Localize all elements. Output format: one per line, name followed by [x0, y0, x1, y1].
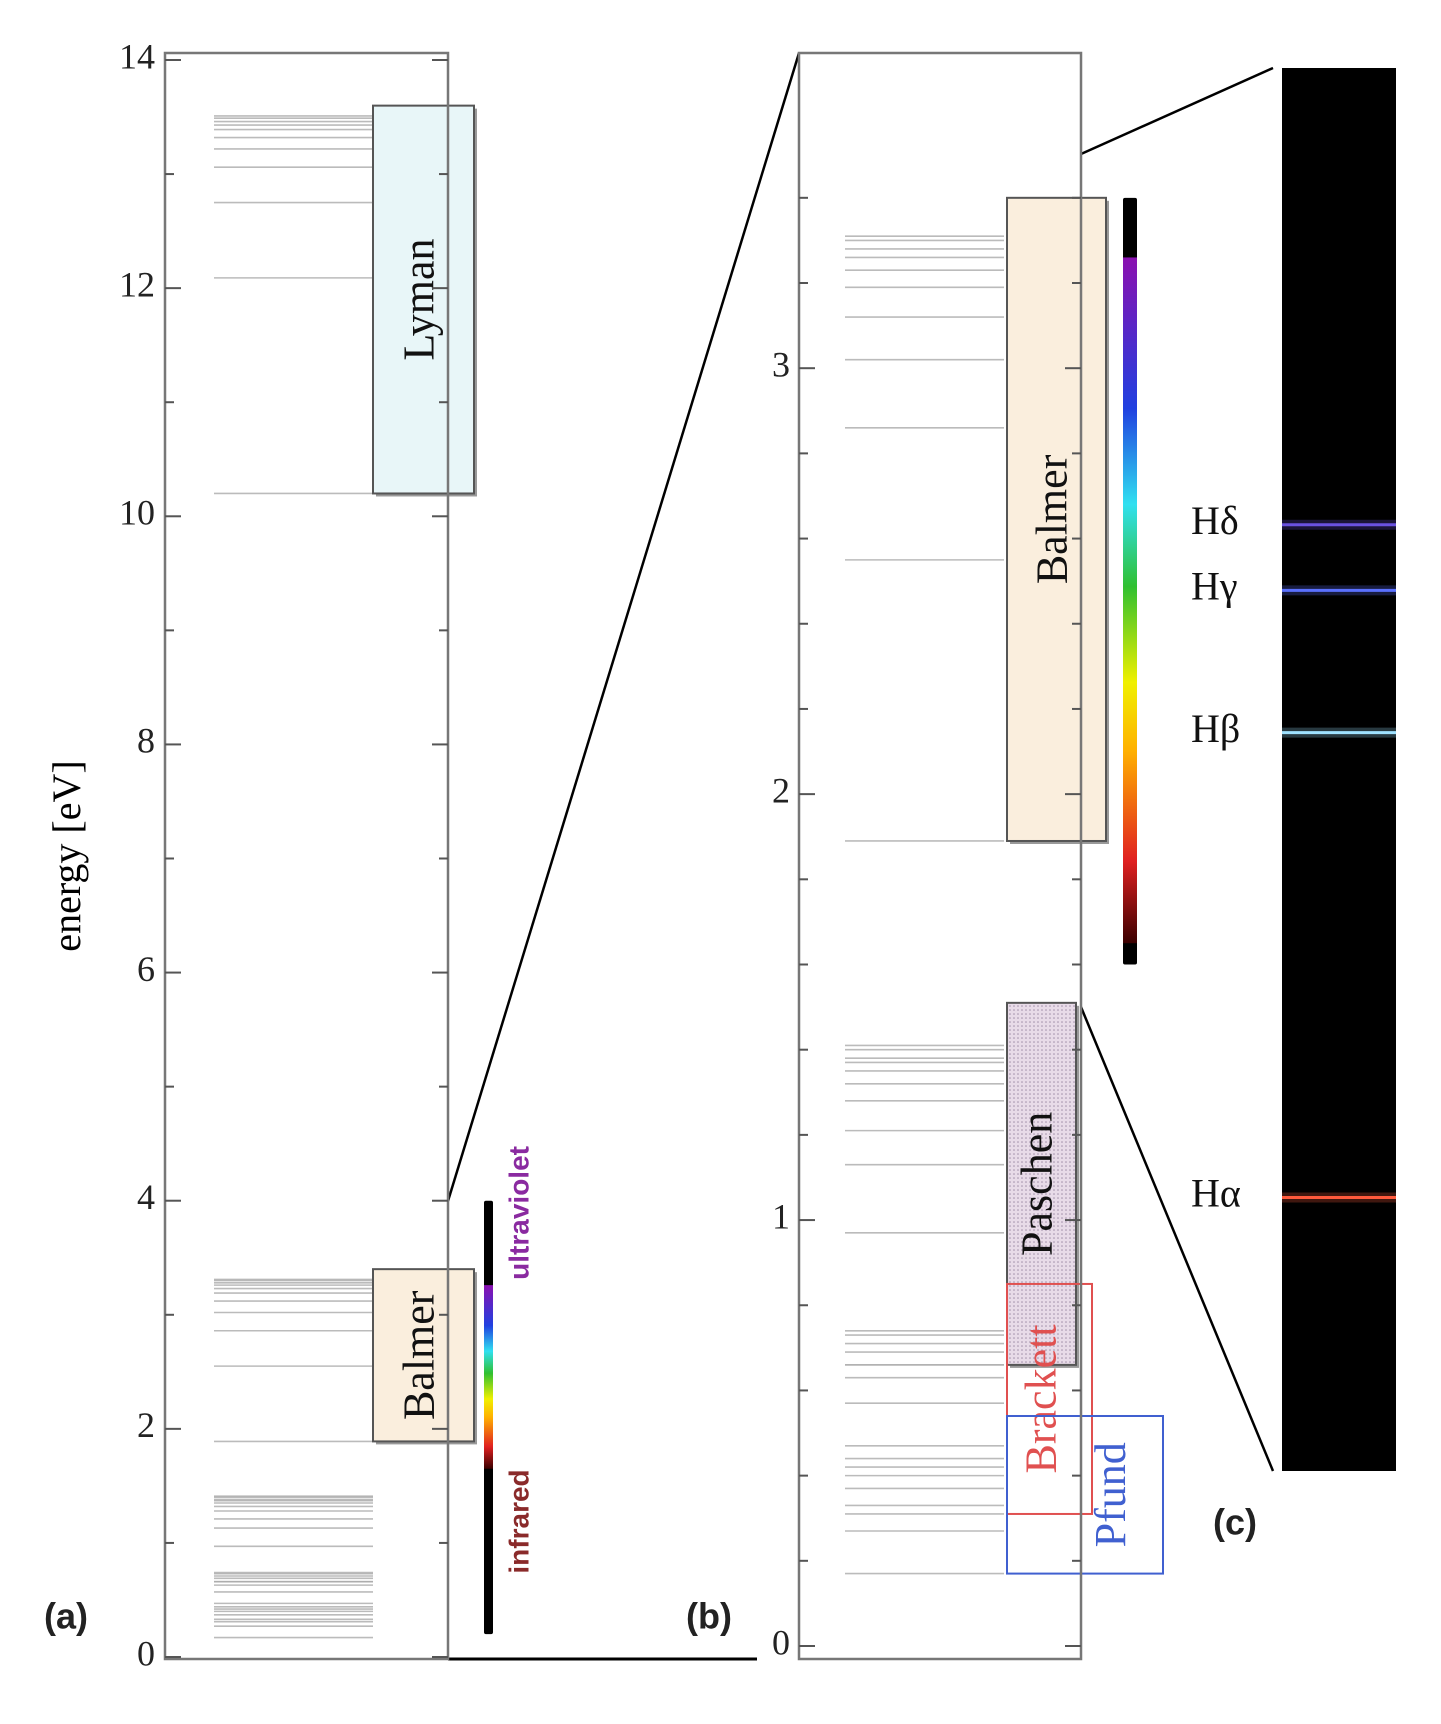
- spectrum-panel: [1282, 68, 1396, 1471]
- zoom-line: [446, 52, 801, 1202]
- y-tick-label: 10: [119, 493, 155, 533]
- zoom-line: [1079, 1006, 1275, 1472]
- line-label: Hδ: [1191, 498, 1239, 543]
- series-box: [372, 1268, 475, 1443]
- panel-label: (a): [44, 1596, 88, 1637]
- line-label: Hβ: [1191, 706, 1240, 751]
- y-tick-label: 1: [772, 1196, 790, 1236]
- y-axis-label: energy [eV]: [44, 760, 89, 951]
- series-box: [1006, 1282, 1093, 1515]
- series-box: [372, 104, 475, 495]
- axis-frame: [163, 51, 450, 1661]
- y-tick-label: 12: [119, 264, 155, 304]
- axis-frame: [797, 51, 1083, 1661]
- visible-band: [484, 1285, 493, 1469]
- y-tick-label: 14: [119, 36, 155, 76]
- y-tick-label: 3: [772, 344, 790, 384]
- series-box: [1006, 1001, 1077, 1366]
- y-tick-label: 8: [137, 721, 155, 761]
- line-label: Hα: [1191, 1171, 1241, 1216]
- region-label: infrared: [503, 1469, 534, 1573]
- series-label: Pfund: [1086, 1442, 1135, 1547]
- y-tick-label: 2: [137, 1405, 155, 1445]
- series-box: [1006, 196, 1107, 842]
- visible-band: [1123, 257, 1137, 944]
- panel-label: (b): [686, 1596, 732, 1637]
- series-label: Brackett: [1017, 1324, 1066, 1473]
- y-tick-label: 0: [772, 1622, 790, 1662]
- y-tick-label: 6: [137, 949, 155, 989]
- zoom-line: [1080, 66, 1274, 156]
- line-label: Hγ: [1191, 564, 1238, 609]
- series-label: Paschen: [1013, 1112, 1062, 1256]
- series-label: Balmer: [1028, 454, 1077, 584]
- series-label: Balmer: [395, 1290, 444, 1420]
- y-tick-label: 0: [137, 1633, 155, 1673]
- series-label: Lyman: [395, 238, 444, 360]
- panel-label: (c): [1213, 1502, 1257, 1543]
- y-tick-label: 4: [137, 1177, 155, 1217]
- region-label: ultraviolet: [503, 1146, 534, 1280]
- y-tick-label: 2: [772, 770, 790, 810]
- series-box: [1006, 1414, 1164, 1575]
